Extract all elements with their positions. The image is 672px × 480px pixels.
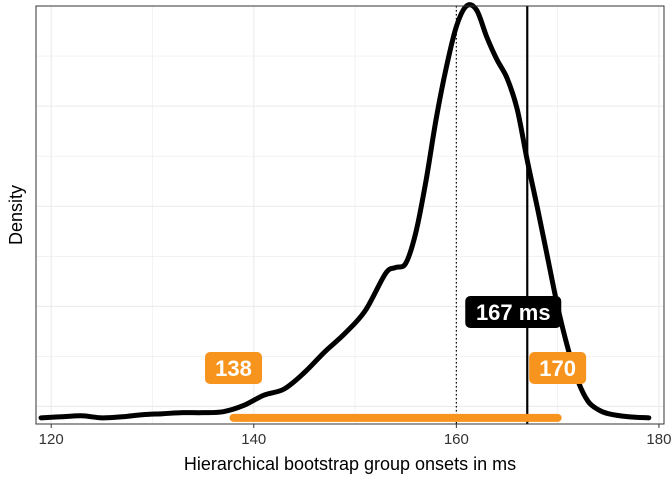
label-badge	[529, 352, 587, 384]
x-tick-label: 160	[444, 431, 469, 448]
panel-border	[35, 5, 665, 425]
x-tick-label: 120	[39, 431, 64, 448]
x-axis-ticks: 120 140 160 180	[39, 424, 671, 448]
x-axis-title: Hierarchical bootstrap group onsets in m…	[184, 454, 516, 474]
x-tick-label: 140	[241, 431, 266, 448]
value-labels: 138 170 167 ms	[205, 296, 587, 384]
label-badge	[465, 296, 562, 328]
label-badge	[205, 352, 263, 384]
y-axis-title: Density	[6, 185, 26, 245]
value-label-167-ms: 167 ms	[465, 296, 562, 328]
value-label-138: 138	[205, 352, 263, 384]
label-text: 138	[215, 356, 252, 381]
label-text: 170	[539, 356, 576, 381]
value-label-170: 170	[529, 352, 587, 384]
label-text: 167 ms	[476, 300, 551, 325]
x-tick-label: 180	[646, 431, 671, 448]
